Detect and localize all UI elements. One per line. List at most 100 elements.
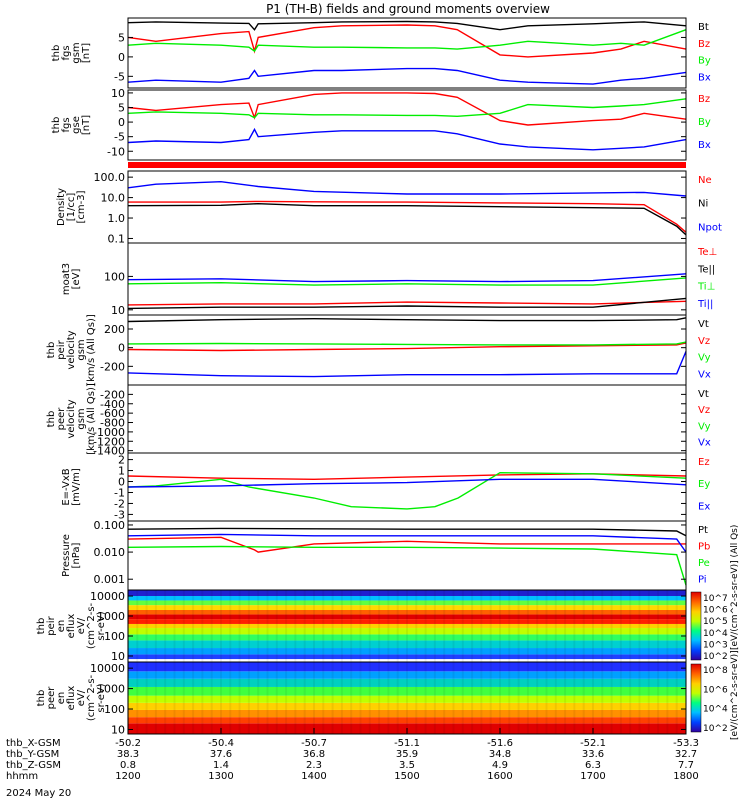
colorbar [690,663,702,733]
legend-entry: Bt [698,22,709,33]
y-axis-label: (cm^2-s- [86,674,97,721]
y-axis-label: fgs [61,117,72,132]
y-axis-label: fgs [61,45,72,60]
series-temp-Ti|| [127,273,687,283]
orbit-row-value: 1.4 [213,760,229,771]
legend-entry: Vt [698,389,709,400]
y-tick-label: 0.010 [94,546,126,559]
y-tick-label: 10 [111,87,125,100]
bfgs2-panel: 10 50 -5-10 thb fgs gse [nT] Bz By Bx [51,87,711,161]
y-axis-label: velocity [66,330,77,369]
date-label: 2024 May 20 [6,788,71,799]
spectrogram-band [128,686,686,696]
series-bfgs2-By [127,98,687,119]
y-tick-label: -600 [100,407,125,420]
spectrogram-band [128,590,686,597]
series-efield-Ex [127,478,687,488]
legend-entry: Vt [698,319,709,330]
orbit-row-value: -51.1 [394,738,420,749]
panel-frame [127,384,687,454]
legend-entry: Ex [698,501,710,512]
y-axis-label: eflux [66,686,77,711]
y-tick-label: 0 [118,342,125,355]
y-axis-label: [cm-3] [76,190,87,223]
series-pressure-Pt [127,527,687,537]
y-tick-label: 5 [118,102,125,115]
legend-entry: Bx [698,140,711,151]
legend-entry: Bz [698,94,710,105]
y-axis-label: velocity [66,399,77,438]
legend-entry: Pt [698,525,708,536]
y-tick-label: 2 [118,454,125,467]
orbit-row-value: 1800 [673,771,698,782]
spectrogram-band [128,640,686,649]
spectrogram-band [128,702,686,710]
orbit-row-value: 1200 [115,771,140,782]
colorbar [690,591,702,661]
peer-panel: -200-400-600-800-1000-1200-1400 thb peer ve… [46,383,711,458]
series-density-Npot [127,180,687,197]
orbit-row-value: 0.8 [120,760,136,771]
colorbar-tick-label: 10^4 [703,705,728,715]
orbit-row-value: -50.2 [115,738,141,749]
legend-entry: Te⊥ [697,247,717,258]
orbit-row-value: -50.4 [208,738,234,749]
orbit-row-value: 34.8 [489,749,511,760]
series-pressure-Pi [127,533,687,553]
legend-entry: Vz [698,405,710,416]
spectrogram-band [128,634,686,641]
colorbar-tick-label: 10^5 [703,617,728,627]
orbit-row-value: -52.1 [580,738,606,749]
legend-entry: Vz [698,336,710,347]
spectrogram-band [128,654,686,660]
y-axis-label: thb [36,618,47,635]
legend-entry: Ti⊥ [697,282,715,293]
series-vel-Vt [127,317,687,323]
colorbar-label: [eV/(cm^2-s-sr-eV)] (All Qs) [730,525,740,650]
y-tick-label: 1 [118,465,125,478]
spectrogram-band [128,717,686,724]
y-axis-label: [km/s (All Qs)] [86,314,97,386]
colorbar-tick-label: 10^3 [703,640,728,650]
y-tick-label: 0 [118,116,125,129]
y-axis-label: [1/cc] [66,193,77,222]
series-bfgs-By [127,29,687,53]
time-axis: thb_X-GSM -50.2 -50.4 -50.7 -51.1 -51.6 -52.1 -… [6,728,699,782]
spectrogram-band [128,623,686,629]
vel-panel: 200 0 -200 thb peir velocity gsm [km/s (All Qs)… [46,314,711,386]
orbit-row-value: -51.6 [487,738,513,749]
y-axis-label: Density [56,188,67,226]
y-axis-label: [nT] [81,115,92,135]
series-efield-Ey [127,471,687,510]
y-axis-label: en [56,620,67,633]
orbit-row-value: 38.3 [117,749,139,760]
y-axis-label: moat3 [61,263,72,295]
orbit-row-value: 2.3 [306,760,322,771]
y-axis-label: [km/s (All Qs)] [86,383,97,455]
orbit-row-value: 37.6 [210,749,232,760]
y-axis-label: E=-VxB [61,468,72,505]
y-axis-label: eV/ [76,617,87,634]
y-tick-label: 100.0 [94,171,126,184]
y-axis-label: peir [56,339,67,359]
orbit-row-value: 4.9 [492,760,508,771]
y-axis-label: thb [36,690,47,707]
y-axis-label: thb [51,45,62,62]
orbit-row-label: thb_X-GSM [6,738,61,749]
y-tick-label: 10.0 [101,192,126,205]
colorbar-tick-label: 10^2 [703,724,728,734]
y-axis-label: thb [51,117,62,134]
y-tick-label: 0.1 [108,232,126,245]
legend-entry: By [698,117,711,128]
orbit-row-value: 35.9 [396,749,418,760]
y-tick-label: 10 [111,723,125,736]
y-tick-label: -800 [100,417,125,430]
orbit-row-value: 1500 [394,771,419,782]
y-axis-label: [nT] [81,43,92,63]
series-bfgs-Bt [127,20,687,31]
spectrogram-band [128,662,686,672]
y-axis-label: gsm [76,339,87,360]
legend-entry: Pb [698,541,710,552]
y-axis-label: thb [46,411,57,428]
